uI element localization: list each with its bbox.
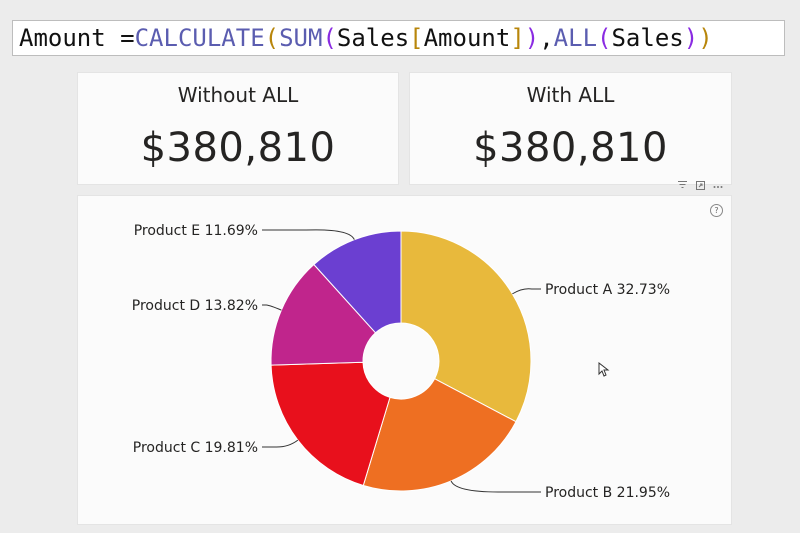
card-title: With ALL <box>526 83 615 107</box>
formula-bracket: [ <box>409 24 424 52</box>
leader-line <box>450 480 541 493</box>
formula-paren: ) <box>698 24 713 52</box>
formula-paren: ) <box>683 24 699 52</box>
more-options-icon[interactable] <box>712 181 724 193</box>
donut-slice-product-a[interactable] <box>400 230 532 423</box>
donut-slice-product-e[interactable] <box>313 230 402 334</box>
focus-mode-icon[interactable] <box>694 181 706 193</box>
formula-column: Amount <box>423 24 511 52</box>
donut-slice-product-b[interactable] <box>362 378 517 492</box>
formula-function-sum: SUM <box>279 24 323 52</box>
formula-paren: ) <box>524 24 540 52</box>
formula-table: Sales <box>611 24 684 52</box>
donut-slice-product-d[interactable] <box>270 263 377 366</box>
formula-paren: ( <box>597 24 612 52</box>
leader-line <box>262 439 299 448</box>
card-with-all[interactable]: With ALL $380,810 <box>409 72 732 185</box>
leader-line <box>262 229 355 240</box>
data-label: Product E 11.69% <box>134 223 258 239</box>
formula-paren: ( <box>322 24 337 52</box>
formula-bar[interactable]: Amount = CALCULATE(SUM(Sales[Amount]), A… <box>12 20 785 56</box>
data-label: Product C 19.81% <box>133 440 258 456</box>
formula-paren: ( <box>264 24 280 52</box>
formula-bracket: ] <box>510 24 525 52</box>
donut-chart-visual[interactable]: ? Product A 32.73% Product B 21.95% Produc… <box>77 195 732 525</box>
card-value: $380,810 <box>473 125 668 171</box>
formula-comma: , <box>539 24 554 52</box>
donut-slice-product-c[interactable] <box>270 361 391 487</box>
card-without-all[interactable]: Without ALL $380,810 <box>77 72 399 185</box>
formula-function-calculate: CALCULATE <box>134 24 265 52</box>
formula-measure-name: Amount = <box>19 24 135 52</box>
data-label: Product B 21.95% <box>545 485 670 501</box>
leader-line <box>512 288 541 295</box>
formula-table: Sales <box>336 24 410 52</box>
mouse-cursor-icon <box>598 362 610 377</box>
formula-function-all: ALL <box>553 24 598 52</box>
help-icon[interactable]: ? <box>710 204 723 217</box>
data-label: Product D 13.82% <box>132 298 258 314</box>
data-label: Product A 32.73% <box>545 282 670 298</box>
card-value: $380,810 <box>140 125 336 171</box>
visual-header <box>676 181 724 193</box>
card-title: Without ALL <box>177 83 299 107</box>
donut-chart: Product A 32.73% Product B 21.95% Product … <box>132 223 670 501</box>
leader-line <box>262 304 282 311</box>
filter-icon[interactable] <box>676 181 688 193</box>
